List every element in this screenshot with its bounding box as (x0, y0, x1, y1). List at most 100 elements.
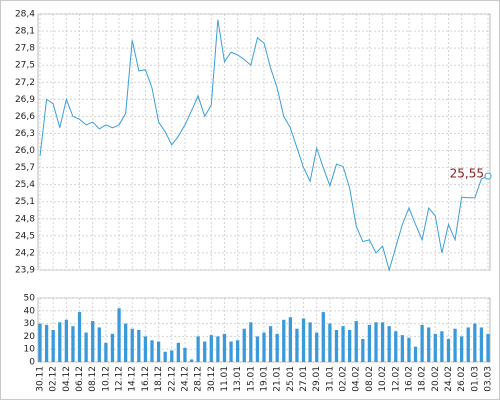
x-tick-label: 18.12 (154, 366, 164, 392)
x-tick-label: 24.12 (180, 366, 190, 392)
volume-bar (104, 342, 108, 362)
volume-bar (380, 322, 385, 362)
y-tick-label: 25,1 (15, 197, 35, 207)
x-tick-label: 31.01 (325, 366, 335, 392)
volume-bar (479, 327, 484, 362)
volume-bar (427, 327, 431, 362)
volume-bar (236, 340, 240, 362)
last-point (484, 172, 492, 180)
x-tick-label: 21.01 (273, 366, 283, 392)
volume-bar (334, 330, 339, 362)
x-tick-label: 15.01 (246, 366, 256, 392)
volume-bar (137, 330, 141, 362)
value-label: 25,55 (450, 167, 484, 181)
volume-bar (222, 333, 227, 362)
x-tick-label: 27.01 (299, 366, 309, 392)
volume-bar (77, 312, 82, 362)
volume-bar (176, 342, 180, 362)
y-tick-label: 27,5 (15, 61, 35, 71)
volume-bar (156, 341, 161, 362)
volume-bar (440, 331, 444, 362)
y-tick-label: 10 (24, 345, 36, 355)
x-tick-label: 19.01 (260, 366, 270, 392)
x-tick-label: 16.12 (141, 366, 151, 392)
x-tick-label: 10.12 (101, 366, 111, 392)
x-tick-label: 02.02 (339, 366, 349, 392)
y-tick-label: 24,5 (15, 231, 35, 241)
volume-bar (249, 322, 253, 362)
volume-bar (301, 318, 306, 362)
volume-bar (209, 335, 213, 362)
volume-bar (387, 326, 391, 362)
x-tick-label: 20.02 (431, 366, 441, 392)
volume-bar (84, 332, 88, 362)
x-tick-label: 04.12 (62, 366, 72, 392)
volume-bar (407, 337, 411, 362)
volume-bar (130, 328, 134, 362)
volume-bar (453, 328, 457, 362)
x-tick-label: 13.01 (233, 366, 243, 392)
x-tick-label: 03.03 (484, 366, 494, 392)
volume-bar (170, 350, 174, 362)
volume-bar (143, 336, 148, 362)
volume-bar (216, 336, 220, 362)
volume-bar (466, 327, 470, 362)
volume-bar (460, 336, 464, 362)
volume-bar (446, 338, 451, 362)
price-line (39, 19, 489, 272)
volume-bar (97, 327, 101, 362)
volume-bar (400, 335, 404, 362)
y-tick-label: 24,2 (15, 248, 35, 258)
volume-bar (117, 308, 121, 362)
volume-bar (242, 328, 246, 362)
volume-bar (288, 317, 292, 362)
volume-bar (374, 322, 378, 362)
volume-bar (341, 326, 345, 362)
volume-bar (295, 328, 299, 362)
volume-bar (394, 331, 398, 362)
y-tick-label: 26,6 (15, 112, 35, 122)
x-tick-label: 14.12 (128, 366, 138, 392)
volume-bar (315, 332, 319, 362)
volume-bar (64, 319, 68, 362)
x-tick-label: 08.02 (365, 366, 375, 392)
y-tick-label: 0 (29, 358, 35, 368)
y-tick-label: 28,4 (15, 10, 35, 20)
volume-bar (328, 323, 332, 362)
x-tick-label: 12.12 (115, 366, 125, 392)
volume-bar (348, 330, 352, 362)
x-tick-label: 01.03 (470, 366, 480, 392)
volume-bar (413, 346, 418, 362)
y-tick-label: 25,7 (15, 163, 35, 173)
y-tick-label: 25,4 (15, 180, 35, 190)
x-tick-label: 08.12 (88, 366, 98, 392)
x-tick-label: 26.02 (457, 366, 467, 392)
volume-bar (433, 333, 437, 362)
x-tick-label: 11.01 (220, 366, 230, 392)
volume-bar (308, 322, 312, 362)
volume-bar (486, 333, 490, 362)
volume-bar (420, 324, 424, 362)
x-tick-label: 25.01 (286, 366, 296, 392)
x-tick-label: 16.02 (404, 366, 414, 392)
volume-bar (229, 341, 233, 362)
x-tick-label: 06.12 (75, 366, 85, 392)
volume-bar (255, 336, 260, 362)
volume-bar (282, 319, 286, 362)
volume-bar (203, 341, 207, 362)
volume-bar (51, 330, 55, 362)
volume-bar (361, 338, 365, 362)
x-tick-label: 29.01 (312, 366, 322, 392)
y-tick-label: 28,1 (15, 27, 35, 37)
y-tick-label: 40 (24, 306, 36, 316)
volume-bar (150, 340, 154, 362)
x-tick-label: 28.12 (194, 366, 204, 392)
volume-bar (71, 326, 75, 362)
volume-bar (275, 333, 279, 362)
x-tick-label: 04.02 (352, 366, 362, 392)
y-tick-label: 26,0 (15, 146, 35, 156)
x-tick-label: 24.02 (444, 366, 454, 392)
y-tick-label: 26,9 (15, 95, 35, 105)
y-tick-label: 24,8 (15, 214, 35, 224)
